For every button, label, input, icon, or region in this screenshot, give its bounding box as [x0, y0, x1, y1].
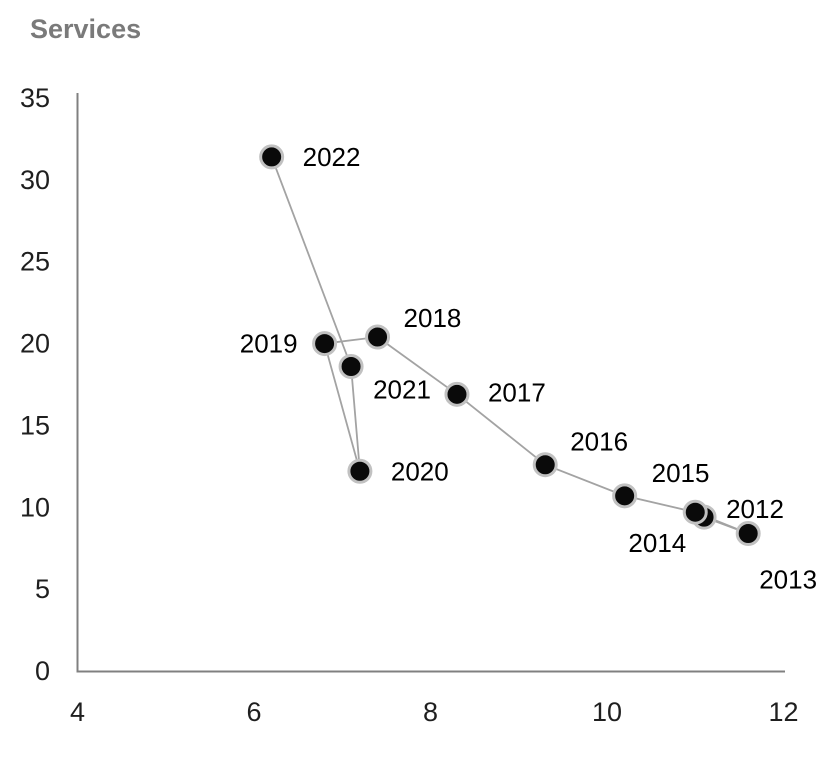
- point-label-2013: 2013: [759, 564, 817, 594]
- y-tick-label: 15: [20, 410, 50, 440]
- axes: [76, 93, 785, 673]
- data-point-2013: [735, 520, 761, 546]
- y-tick-label: 10: [20, 492, 50, 522]
- y-tick-label: 35: [20, 83, 50, 113]
- point-label-2016: 2016: [570, 427, 628, 457]
- point-label-2018: 2018: [404, 303, 462, 333]
- point-label-2014: 2014: [628, 528, 686, 558]
- point-label-2021: 2021: [373, 374, 431, 404]
- data-point-2016: [532, 452, 558, 478]
- y-tick-label: 20: [20, 329, 50, 359]
- x-tick-label: 12: [768, 697, 798, 727]
- point-label-2012: 2012: [726, 494, 784, 524]
- y-tick-label: 5: [35, 574, 50, 604]
- data-point-2014: [682, 499, 708, 525]
- point-label-2019: 2019: [240, 329, 298, 359]
- x-tick-label: 6: [246, 697, 261, 727]
- point-label-2022: 2022: [303, 142, 361, 172]
- y-tick-label: 0: [35, 656, 50, 686]
- x-tick-label: 8: [423, 697, 438, 727]
- data-point-layer: [259, 144, 761, 546]
- point-label-2020: 2020: [391, 456, 449, 486]
- point-label-2017: 2017: [488, 377, 546, 407]
- x-tick-label: 10: [592, 697, 622, 727]
- data-point-2021: [338, 353, 364, 379]
- y-tick-label: 25: [20, 247, 50, 277]
- data-point-2020: [347, 458, 373, 484]
- data-point-2017: [444, 381, 470, 407]
- axis-tick-labels: 0 5 10 15 20 25 30 35 4 6 8 10 12: [20, 83, 799, 727]
- chart-title: Services: [30, 14, 141, 44]
- data-point-2022: [259, 144, 285, 170]
- y-tick-label: 30: [20, 165, 50, 195]
- x-tick-label: 4: [70, 697, 85, 727]
- point-label-layer: 2012 2013 2014 2015 2016 2017 2018 2019 2020 2021…: [240, 142, 817, 595]
- point-label-2015: 2015: [652, 458, 710, 488]
- data-point-2018: [365, 324, 391, 350]
- data-point-2019: [312, 331, 338, 357]
- data-point-2015: [612, 483, 638, 509]
